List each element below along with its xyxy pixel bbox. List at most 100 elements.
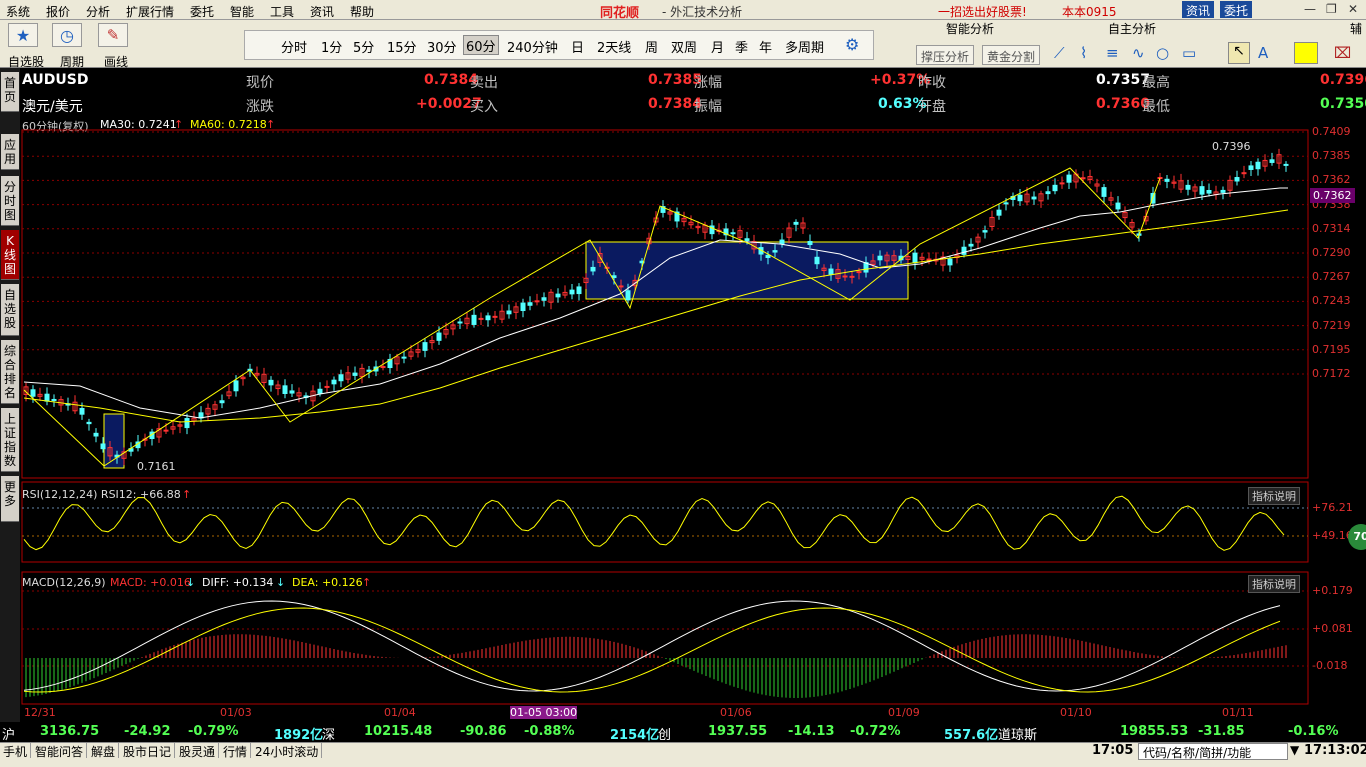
dj-value: 19855.53	[1120, 724, 1189, 739]
candle-body	[121, 451, 127, 459]
polyline-tool-icon[interactable]: ⌇	[1080, 44, 1088, 62]
period-tab[interactable]: 季	[735, 41, 749, 56]
time-tick: 01/04	[384, 706, 416, 719]
news-button[interactable]: 资讯	[1182, 1, 1215, 18]
minimize-icon[interactable]: —	[1304, 2, 1316, 16]
sidebar-item-ranking[interactable]: 综合排名	[1, 340, 19, 404]
rsi-explain-button[interactable]: 指标说明	[1248, 487, 1300, 505]
pressure-analysis-button[interactable]: 撑压分析	[916, 45, 975, 65]
menu-quote[interactable]: 报价	[46, 5, 71, 19]
bottom-guling[interactable]: 股灵通	[176, 743, 220, 759]
line-tool-icon[interactable]: ⟋	[1054, 44, 1065, 62]
price-tick: 0.7314	[1312, 221, 1351, 235]
period-tab[interactable]: 1分	[321, 41, 343, 56]
sidebar-item-kline[interactable]: K线图	[1, 230, 19, 280]
sidebar-item-timeshare[interactable]: 分时图	[1, 176, 19, 226]
channel-tool-icon[interactable]: ≡	[1106, 44, 1119, 62]
value-high: 0.7396	[1320, 72, 1366, 88]
period-button[interactable]: ◷	[52, 23, 82, 47]
assist-tab[interactable]: 辅	[1350, 22, 1363, 36]
period-tab[interactable]: 多周期	[785, 41, 825, 56]
score-badge[interactable]: 70	[1348, 524, 1366, 550]
circle-tool-icon[interactable]: ○	[1156, 44, 1170, 62]
trade-button[interactable]: 委托	[1220, 1, 1253, 18]
period-tab[interactable]: 周	[645, 41, 659, 56]
bottom-24h[interactable]: 24小时滚动	[252, 743, 323, 759]
period-tab[interactable]: 30分	[427, 41, 457, 56]
menu-analysis[interactable]: 分析	[86, 5, 111, 19]
macd-label: MACD(12,26,9)	[22, 576, 106, 589]
macd-value: MACD: +0.016	[110, 576, 191, 589]
price-tick: 0.7290	[1312, 246, 1351, 259]
smart-analysis-tab[interactable]: 智能分析	[946, 22, 995, 36]
period-tab[interactable]: 月	[711, 41, 725, 56]
bottom-smart-qa[interactable]: 智能问答	[32, 743, 88, 759]
candle-body	[100, 443, 106, 450]
period-tab[interactable]: 年	[759, 41, 773, 56]
candle-body	[156, 428, 162, 438]
menu-system[interactable]: 系统	[6, 5, 31, 19]
period-tab[interactable]: 2天线	[597, 41, 632, 56]
candle-body	[443, 328, 449, 335]
self-analysis-tab[interactable]: 自主分析	[1108, 22, 1157, 36]
candle-body	[1059, 182, 1065, 185]
candle-body	[737, 230, 743, 238]
menu-trade[interactable]: 委托	[190, 5, 215, 19]
menu-news[interactable]: 资讯	[310, 5, 335, 19]
bottom-quotes[interactable]: 行情	[220, 743, 252, 759]
value-sell: 0.7385	[648, 72, 703, 88]
search-input[interactable]: 代码/名称/简拼/功能	[1138, 743, 1288, 760]
left-sidebar: 首页 应用 分时图 K线图 自选股 综合排名 上证指数 更多	[0, 68, 20, 742]
sz-label: 深	[322, 728, 336, 743]
menu-smart[interactable]: 智能	[230, 5, 255, 19]
label-prev: 昨收	[918, 75, 946, 91]
candle-body	[415, 349, 421, 353]
period-tab[interactable]: 分时	[281, 41, 308, 56]
bottom-mobile[interactable]: 手机	[0, 743, 32, 759]
period-tab[interactable]: 日	[571, 41, 585, 56]
kline-chart[interactable]	[20, 68, 1366, 742]
self-select-label: 自选股	[8, 55, 45, 69]
search-dropdown-icon[interactable]: ▼	[1290, 743, 1300, 757]
draw-button[interactable]: ✎	[98, 23, 128, 47]
period-tab[interactable]: 240分钟	[507, 41, 558, 56]
text-tool-icon[interactable]: A	[1258, 44, 1269, 62]
cursor-tool-icon[interactable]: ↖	[1228, 42, 1250, 64]
sidebar-item-home[interactable]: 首页	[1, 72, 19, 112]
restore-icon[interactable]: ❐	[1326, 2, 1337, 16]
golden-section-button[interactable]: 黄金分割	[982, 45, 1041, 65]
dj-label: 道琼斯	[998, 728, 1038, 743]
bottom-diary[interactable]: 股市日记	[120, 743, 176, 759]
sidebar-item-apps[interactable]: 应用	[1, 134, 19, 170]
candle-body	[282, 385, 288, 394]
promo-link[interactable]: 一招选出好股票!	[938, 5, 1027, 19]
self-select-button[interactable]: ★	[8, 23, 38, 47]
menu-help[interactable]: 帮助	[350, 5, 375, 19]
macd-explain-button[interactable]: 指标说明	[1248, 575, 1300, 593]
period-tab[interactable]: 15分	[387, 41, 417, 56]
candle-body	[821, 267, 827, 271]
menu-extended[interactable]: 扩展行情	[126, 5, 175, 19]
period-tab[interactable]: 5分	[353, 41, 375, 56]
period-tab[interactable]: 双周	[671, 41, 698, 56]
username[interactable]: 本本0915	[1062, 5, 1117, 19]
sh-percent: -0.79%	[188, 724, 239, 739]
down-arrow-icon: ↓	[186, 576, 196, 589]
sidebar-item-more[interactable]: 更多	[1, 476, 19, 522]
close-icon[interactable]: ✕	[1348, 2, 1359, 16]
wave-tool-icon[interactable]: ∿	[1132, 44, 1145, 62]
sidebar-item-watchlist[interactable]: 自选股	[1, 284, 19, 336]
color-picker-button[interactable]	[1294, 42, 1318, 64]
sidebar-item-shindex[interactable]: 上证指数	[1, 408, 19, 472]
settings-gear-icon[interactable]: ⚙	[845, 35, 860, 54]
rect-tool-icon[interactable]: ▭	[1182, 44, 1197, 62]
candle-body	[849, 275, 855, 278]
bottom-analysis[interactable]: 解盘	[88, 743, 120, 759]
candle-body	[1269, 159, 1275, 163]
delete-tool-icon[interactable]: ⌧	[1334, 44, 1352, 62]
dea-line	[23, 607, 1281, 693]
period-tab-active[interactable]: 60分	[463, 35, 499, 55]
menu-tools[interactable]: 工具	[270, 5, 295, 19]
candle-body	[919, 256, 925, 260]
period-selector: 分时 1分 5分 15分 30分 60分 240分钟 日 2天线 周 双周 月 …	[244, 30, 874, 60]
